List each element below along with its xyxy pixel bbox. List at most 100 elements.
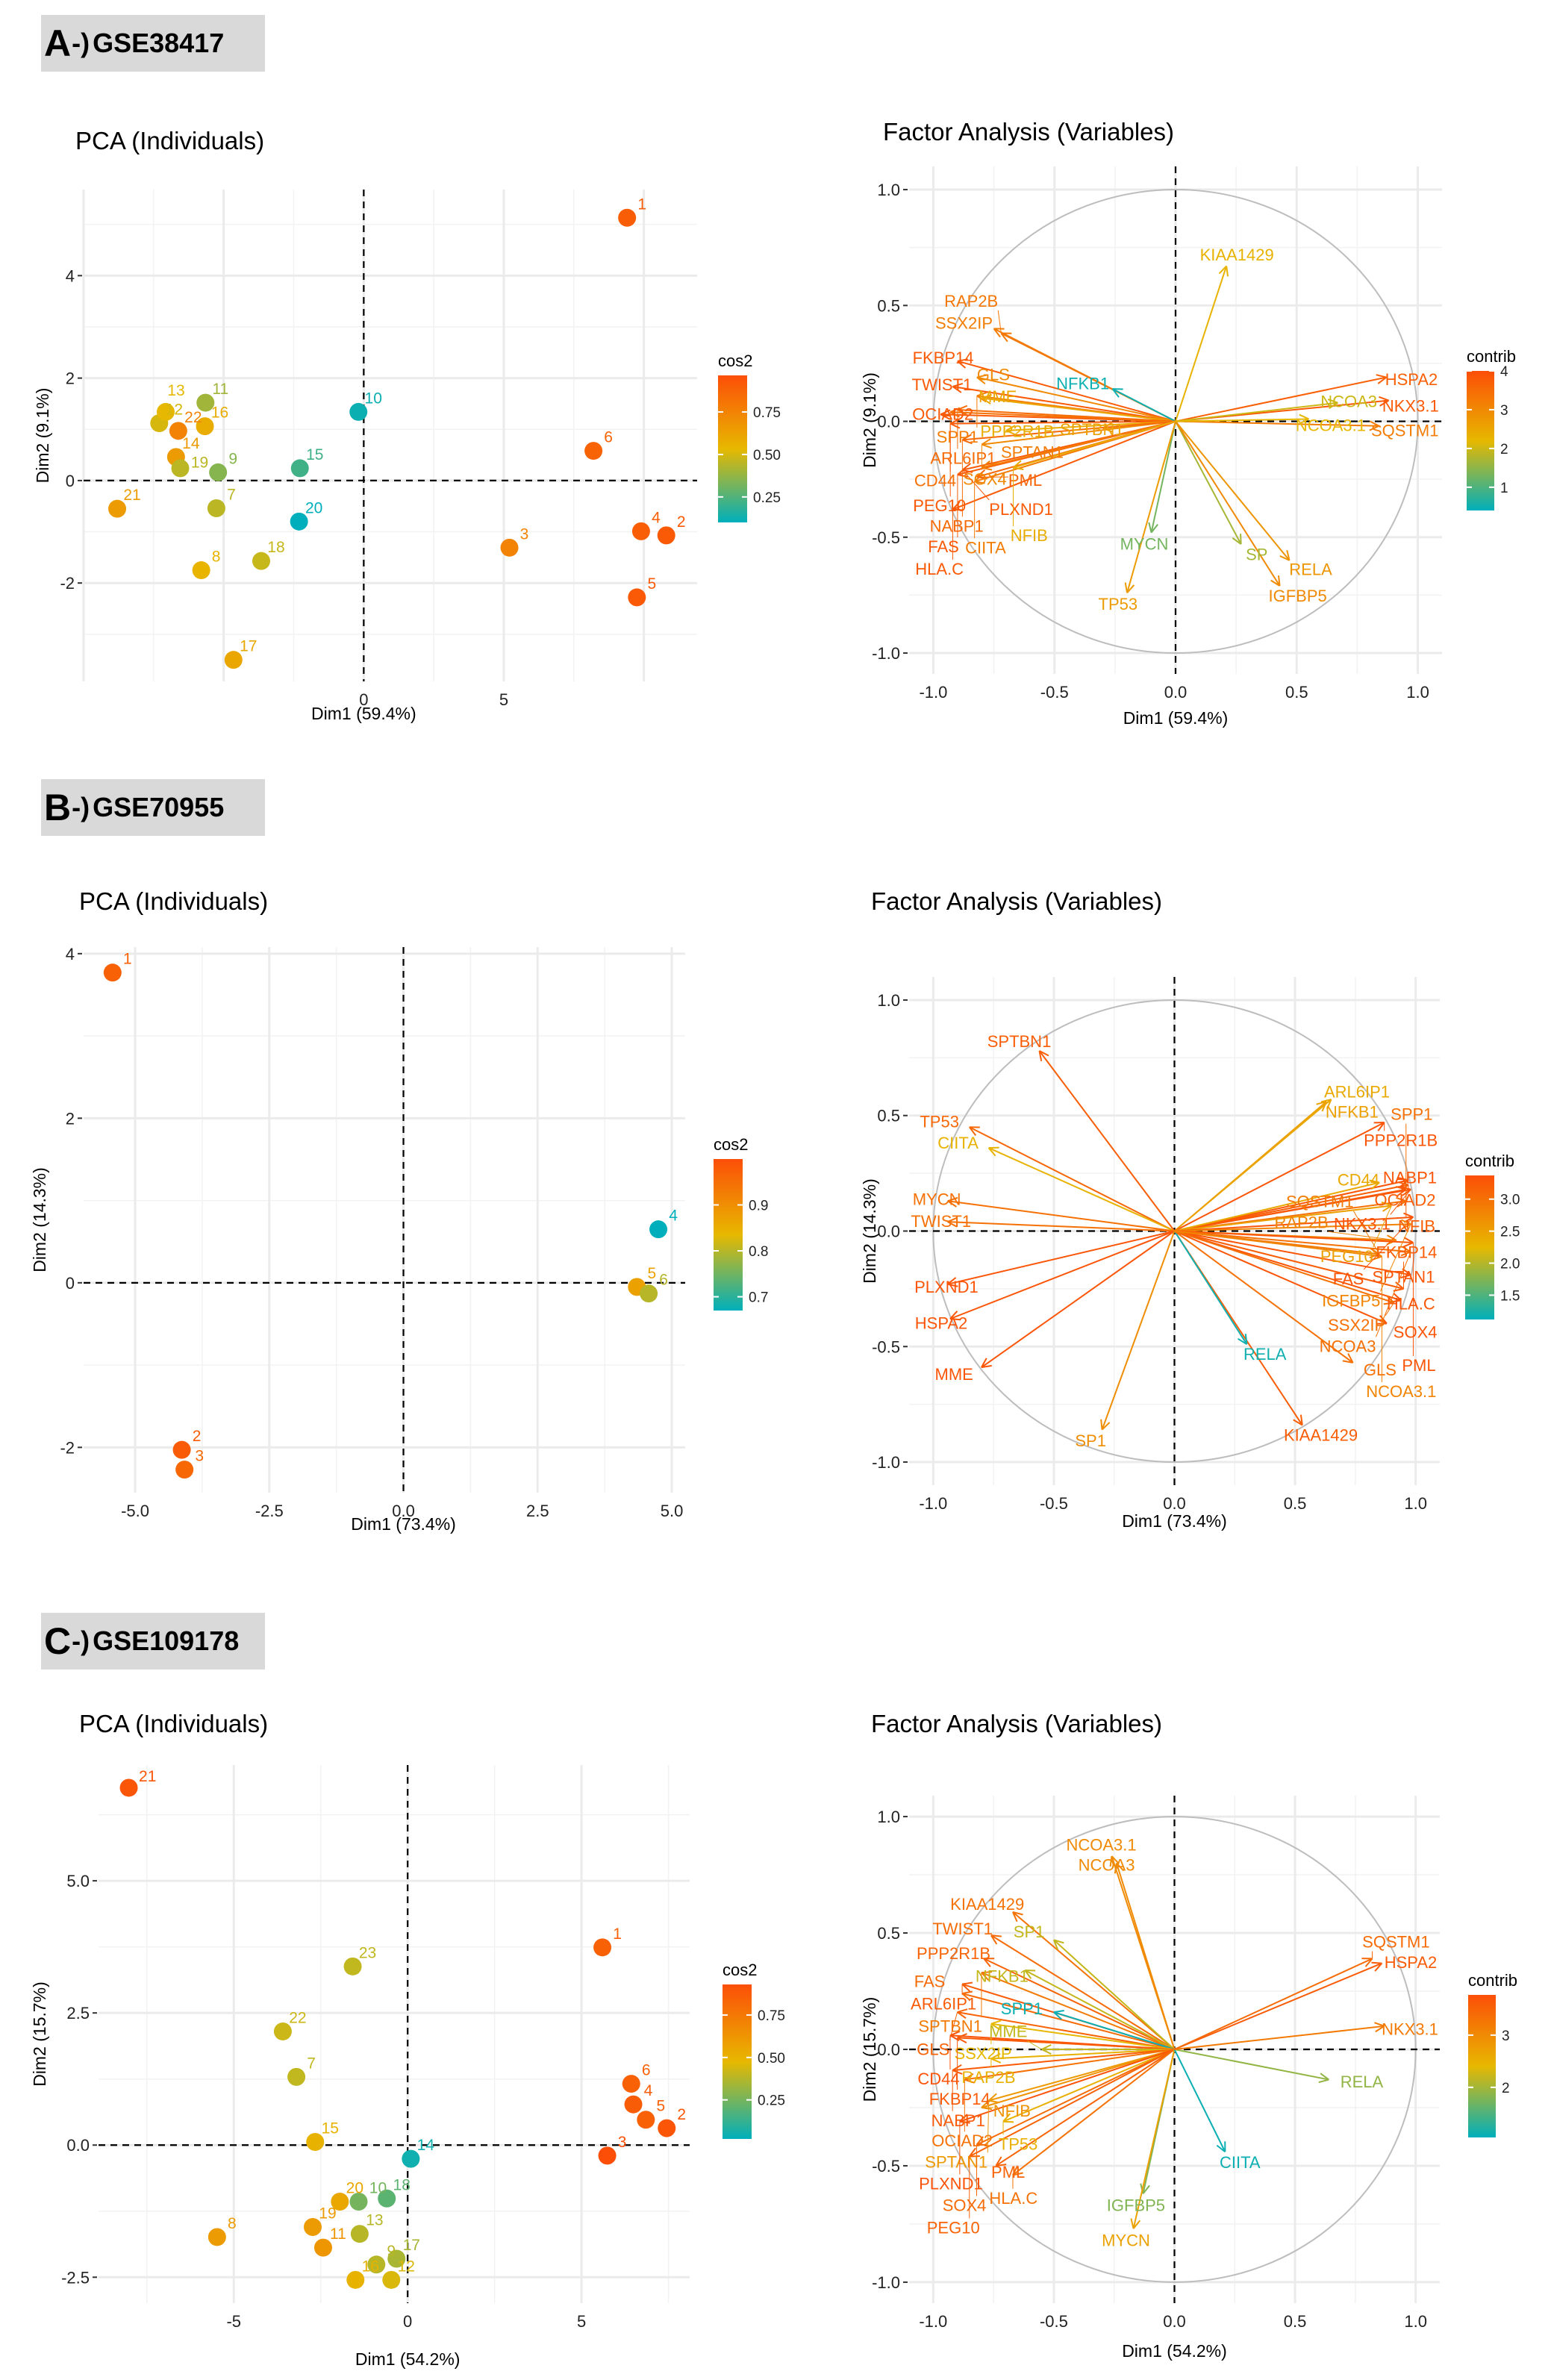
arrowhead bbox=[976, 2136, 984, 2146]
variable-arrow bbox=[1174, 1958, 1373, 2050]
x-tick-label: -2.5 bbox=[255, 1502, 284, 1520]
section-suffix: -) bbox=[72, 792, 90, 822]
arrowhead bbox=[974, 481, 985, 484]
data-point bbox=[303, 2218, 322, 2237]
y-axis-label: Dim2 (14.3%) bbox=[30, 1167, 49, 1272]
x-tick-label: 0.0 bbox=[1163, 1494, 1186, 1513]
variable-arrow bbox=[1175, 421, 1281, 587]
variable-arrow bbox=[1132, 2049, 1176, 2229]
arrowhead bbox=[1364, 1958, 1373, 1967]
variable-label: MME bbox=[935, 1365, 973, 1384]
fa-title-c: Factor Analysis (Variables) bbox=[871, 1710, 1163, 1737]
y-tick-label: 0.5 bbox=[877, 296, 900, 315]
y-axis-label: Dim2 (15.7%) bbox=[30, 1981, 49, 2087]
point-label: 8 bbox=[228, 2215, 237, 2232]
arrowhead bbox=[969, 1126, 977, 1136]
variable-label: KIAA1429 bbox=[950, 1895, 1024, 1914]
variable-arrow bbox=[1174, 1205, 1392, 1232]
arrowhead bbox=[1299, 413, 1309, 420]
arrowhead bbox=[949, 418, 961, 425]
variable-arrow bbox=[988, 2049, 1175, 2102]
arrowhead bbox=[1142, 2184, 1150, 2195]
section-header-c: C -) GSE109178 bbox=[41, 1613, 265, 1670]
arrowhead bbox=[947, 1277, 957, 1285]
arrowhead bbox=[1382, 1205, 1392, 1212]
variable-arrow bbox=[1175, 420, 1291, 561]
variable-label: PLXND1 bbox=[914, 1278, 979, 1296]
arrowhead bbox=[1002, 2120, 1014, 2123]
data-point bbox=[306, 2132, 325, 2151]
legend-title: contrib bbox=[1465, 1152, 1514, 1170]
variable-label: SQSTM1 bbox=[1362, 1933, 1429, 1952]
variable-arrow bbox=[949, 1230, 1175, 1320]
section-letter: A bbox=[44, 22, 71, 64]
point-label: 5 bbox=[647, 1265, 656, 1282]
arrowhead bbox=[1002, 2113, 1011, 2123]
variable-label: NKX3.1 bbox=[1334, 1214, 1391, 1233]
pca-title-a: PCA (Individuals) bbox=[75, 127, 265, 154]
arrowhead bbox=[981, 397, 991, 405]
variable-label: SPTAN1 bbox=[925, 2152, 987, 2171]
variable-label: MYCN bbox=[913, 1190, 961, 1209]
variable-label: HLA.C bbox=[915, 560, 964, 578]
variable-arrow bbox=[1101, 1231, 1176, 1431]
point-label: 14 bbox=[182, 435, 200, 452]
fa-title-a: Factor Analysis (Variables) bbox=[883, 118, 1175, 146]
pca-individuals-chart: -5.0 -2.5 0.0 2.5 5.0 -2 0 2 4 Dim1 (73.4%) Dim2 (… bbox=[30, 945, 768, 1534]
variable-label: FKBP14 bbox=[929, 2090, 990, 2108]
pca-individuals-chart: -5 0 5 -2.5 0.0 2.5 5.0 Dim1 (54.2%) Dim2 (15.7%… bbox=[30, 1765, 785, 2369]
x-tick-label: 0 bbox=[403, 2312, 412, 2331]
variable-label: TWIST1 bbox=[932, 1920, 993, 1938]
arrowhead bbox=[1111, 1855, 1120, 1864]
arrowhead bbox=[982, 394, 992, 399]
data-point bbox=[175, 1461, 194, 1479]
data-point bbox=[631, 522, 650, 540]
data-point bbox=[349, 402, 368, 421]
arrowhead bbox=[961, 1981, 973, 1985]
x-tick-label: -1.0 bbox=[919, 1494, 947, 1513]
data-point bbox=[387, 2249, 406, 2268]
arrowhead bbox=[1130, 2218, 1135, 2229]
variable-arrow bbox=[1175, 376, 1387, 422]
legend-tick-label: 4 bbox=[1500, 364, 1508, 380]
variable-arrow bbox=[990, 1934, 1176, 2050]
variable-arrow bbox=[947, 1221, 1175, 1232]
arrowhead bbox=[1244, 1334, 1248, 1345]
point-label: 2 bbox=[677, 513, 686, 531]
arrowhead bbox=[990, 2020, 1002, 2025]
variable-arrow bbox=[995, 2049, 1176, 2167]
label-leader-line bbox=[1379, 1224, 1411, 1292]
y-tick-label: 5.0 bbox=[66, 1872, 90, 1890]
variable-label: CD44 bbox=[914, 472, 956, 490]
arrowhead bbox=[1012, 2165, 1019, 2176]
variable-label: NFIB bbox=[1398, 1216, 1435, 1235]
variable-arrow bbox=[947, 1230, 1175, 1285]
label-leader-line bbox=[1027, 2040, 1043, 2050]
y-tick-label: -0.5 bbox=[872, 2157, 900, 2176]
y-axis-label: Dim2 (9.1%) bbox=[33, 388, 52, 484]
point-label: 5 bbox=[656, 2098, 665, 2115]
variable-arrow bbox=[1053, 2011, 1175, 2050]
point-label: 20 bbox=[346, 2180, 363, 2197]
variable-arrow bbox=[1174, 2049, 1329, 2081]
variable-label: PML bbox=[1008, 471, 1042, 490]
variable-arrow bbox=[962, 420, 1176, 441]
arrowhead bbox=[1293, 1419, 1303, 1426]
x-tick-label: -5.0 bbox=[121, 1502, 149, 1520]
variable-label: NCOA3 bbox=[1320, 392, 1377, 410]
arrowhead bbox=[1277, 575, 1281, 587]
variable-label: ARL6IP1 bbox=[1324, 1082, 1390, 1101]
point-label: 11 bbox=[330, 2226, 346, 2243]
arrowhead bbox=[1395, 1281, 1405, 1290]
arrowhead bbox=[990, 2023, 1001, 2031]
variable-label: HSPA2 bbox=[1385, 370, 1438, 389]
legend-tick-label: 1.5 bbox=[1500, 1288, 1520, 1304]
variable-arrow bbox=[982, 420, 1176, 446]
variable-label: TWIST1 bbox=[912, 375, 973, 394]
data-point bbox=[290, 459, 309, 478]
variable-arrow bbox=[982, 420, 1176, 469]
point-label: 1 bbox=[613, 1925, 622, 1943]
y-tick-label: 0.5 bbox=[877, 1924, 900, 1943]
variable-label: TP53 bbox=[920, 1112, 959, 1131]
point-label: 2 bbox=[677, 2106, 686, 2123]
